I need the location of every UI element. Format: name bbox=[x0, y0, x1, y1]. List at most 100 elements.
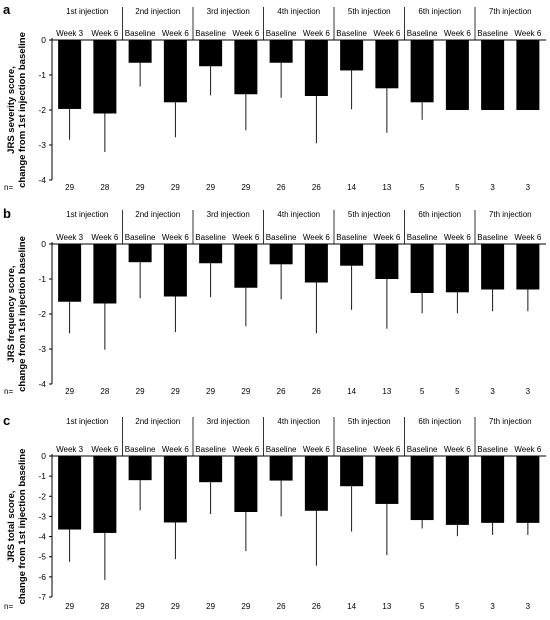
n-value: 26 bbox=[277, 387, 286, 396]
y-tick-label: -4 bbox=[38, 175, 46, 185]
timepoint-label: Baseline bbox=[195, 445, 226, 454]
y-axis-title: JRS frequency score,change from 1st inje… bbox=[6, 236, 28, 392]
timepoint-label: Week 6 bbox=[303, 233, 331, 242]
bar bbox=[481, 244, 505, 290]
timepoint-label: Week 6 bbox=[232, 233, 260, 242]
timepoint-label: Week 6 bbox=[91, 445, 119, 454]
bar bbox=[516, 456, 540, 523]
y-tick-label: -1 bbox=[38, 274, 46, 284]
n-value: 29 bbox=[65, 183, 74, 192]
timepoint-label: Baseline bbox=[266, 29, 297, 38]
timepoint-label: Baseline bbox=[266, 445, 297, 454]
bar bbox=[234, 456, 258, 512]
timepoint-label: Baseline bbox=[336, 29, 367, 38]
chart-panel-a: a JRS severity score,change from 1st inje… bbox=[3, 2, 546, 192]
n-value: 26 bbox=[312, 183, 321, 192]
timepoint-label: Baseline bbox=[407, 29, 438, 38]
injection-header: 7th injection bbox=[489, 417, 532, 426]
bar bbox=[304, 40, 328, 96]
bar bbox=[340, 456, 364, 487]
n-value: 3 bbox=[490, 387, 495, 396]
bar bbox=[481, 40, 505, 110]
timepoint-label: Baseline bbox=[477, 29, 508, 38]
timepoint-label: Week 3 bbox=[56, 445, 84, 454]
n-value: 13 bbox=[382, 183, 391, 192]
n-value: 26 bbox=[277, 602, 286, 611]
timepoint-label: Week 6 bbox=[232, 445, 260, 454]
y-tick-label: -7 bbox=[38, 592, 46, 602]
n-value: 29 bbox=[241, 387, 250, 396]
bar bbox=[410, 456, 434, 521]
n-value: 29 bbox=[171, 602, 180, 611]
n-label: n= bbox=[4, 387, 13, 396]
timepoint-label: Week 6 bbox=[514, 445, 542, 454]
timepoint-label: Week 6 bbox=[303, 445, 331, 454]
injection-header: 3rd injection bbox=[207, 210, 250, 219]
y-axis-title-line-2: change from 1st injection baseline bbox=[17, 32, 28, 188]
n-value: 5 bbox=[420, 387, 425, 396]
bar bbox=[340, 244, 364, 266]
timepoint-label: Week 6 bbox=[373, 233, 401, 242]
timepoint-label: Baseline bbox=[477, 233, 508, 242]
timepoint-label: Baseline bbox=[125, 29, 156, 38]
injection-header: 1st injection bbox=[66, 7, 108, 16]
bar bbox=[199, 40, 223, 67]
bar bbox=[93, 244, 117, 304]
panel-label: c bbox=[3, 413, 10, 428]
bar bbox=[58, 244, 82, 302]
n-value: 5 bbox=[455, 602, 460, 611]
y-tick-label: -5 bbox=[38, 552, 46, 562]
timepoint-label: Baseline bbox=[266, 233, 297, 242]
bar bbox=[304, 244, 328, 283]
y-tick-label: -2 bbox=[38, 105, 46, 115]
n-label: n= bbox=[4, 602, 13, 611]
bar bbox=[269, 456, 293, 481]
n-value: 29 bbox=[206, 183, 215, 192]
timepoint-label: Week 6 bbox=[444, 29, 472, 38]
timepoint-label: Baseline bbox=[336, 445, 367, 454]
bar bbox=[340, 40, 364, 71]
y-tick-label: -2 bbox=[38, 309, 46, 319]
timepoint-label: Week 6 bbox=[444, 445, 472, 454]
bar bbox=[410, 244, 434, 293]
n-value: 29 bbox=[136, 387, 145, 396]
timepoint-label: Baseline bbox=[477, 445, 508, 454]
n-value: 3 bbox=[526, 183, 531, 192]
timepoint-label: Baseline bbox=[125, 233, 156, 242]
injection-header: 7th injection bbox=[489, 7, 532, 16]
panel-label: b bbox=[3, 206, 11, 221]
n-value: 26 bbox=[277, 183, 286, 192]
y-tick-label: -3 bbox=[38, 140, 46, 150]
injection-header: 2nd injection bbox=[135, 210, 180, 219]
n-value: 29 bbox=[65, 602, 74, 611]
timepoint-label: Week 6 bbox=[373, 445, 401, 454]
injection-header: 5th injection bbox=[348, 210, 391, 219]
timepoint-label: Week 6 bbox=[514, 233, 542, 242]
n-value: 29 bbox=[136, 602, 145, 611]
n-value: 5 bbox=[420, 183, 425, 192]
y-tick-label: -2 bbox=[38, 491, 46, 501]
n-value: 3 bbox=[526, 387, 531, 396]
injection-header: 3rd injection bbox=[207, 7, 250, 16]
y-axis-title: JRS severity score,change from 1st injec… bbox=[6, 32, 28, 188]
n-label: n= bbox=[4, 183, 13, 192]
timepoint-label: Week 3 bbox=[56, 29, 84, 38]
timepoint-label: Week 6 bbox=[232, 29, 260, 38]
y-axis-title-line-2: change from 1st injection baseline bbox=[17, 449, 28, 605]
bar bbox=[163, 244, 187, 297]
timepoint-label: Baseline bbox=[125, 445, 156, 454]
injection-header: 3rd injection bbox=[207, 417, 250, 426]
bar bbox=[199, 456, 223, 483]
bar bbox=[128, 40, 152, 63]
timepoint-label: Week 6 bbox=[162, 445, 190, 454]
timepoint-label: Week 6 bbox=[162, 29, 190, 38]
n-value: 5 bbox=[455, 183, 460, 192]
bar bbox=[516, 244, 540, 290]
n-value: 29 bbox=[65, 387, 74, 396]
bar bbox=[375, 244, 399, 279]
n-value: 29 bbox=[206, 602, 215, 611]
bar bbox=[269, 40, 293, 63]
bar bbox=[516, 40, 540, 110]
n-value: 29 bbox=[171, 183, 180, 192]
y-tick-label: 0 bbox=[41, 451, 46, 461]
